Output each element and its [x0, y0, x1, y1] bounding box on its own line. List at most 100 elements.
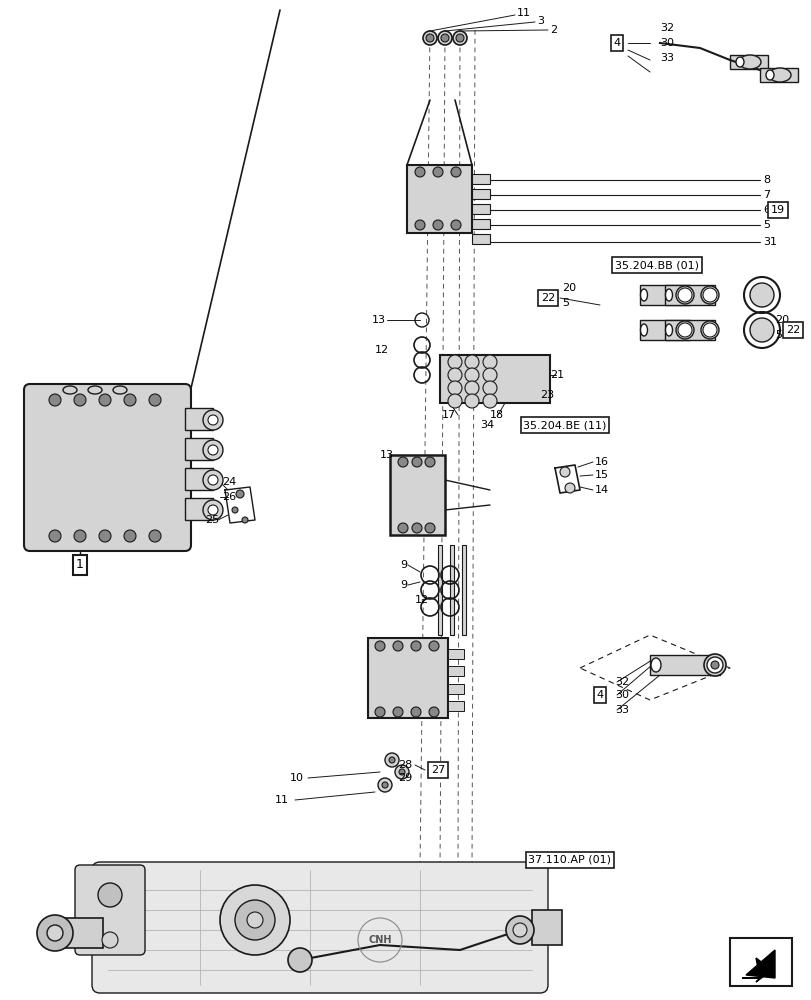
Text: 15: 15	[594, 470, 608, 480]
Text: 21: 21	[549, 370, 564, 380]
Circle shape	[49, 394, 61, 406]
Bar	[729, 938, 791, 986]
Ellipse shape	[640, 289, 646, 301]
Circle shape	[124, 394, 135, 406]
Circle shape	[203, 410, 223, 430]
FancyBboxPatch shape	[92, 862, 547, 993]
Bar	[759, 68, 797, 82]
Circle shape	[378, 778, 392, 792]
Ellipse shape	[88, 386, 102, 394]
Circle shape	[483, 394, 496, 408]
Circle shape	[397, 523, 407, 533]
Circle shape	[124, 530, 135, 542]
Circle shape	[428, 641, 439, 651]
Text: 32: 32	[614, 677, 629, 687]
Bar	[471, 234, 489, 244]
Circle shape	[49, 530, 61, 542]
Circle shape	[47, 925, 63, 941]
Circle shape	[465, 355, 478, 369]
Circle shape	[208, 475, 217, 485]
Text: 12: 12	[414, 595, 428, 605]
Circle shape	[74, 530, 86, 542]
Circle shape	[410, 641, 420, 651]
Text: 24: 24	[221, 477, 236, 487]
Circle shape	[398, 769, 405, 775]
Text: 30: 30	[614, 690, 629, 700]
Circle shape	[448, 394, 461, 408]
Polygon shape	[745, 950, 774, 978]
Circle shape	[513, 923, 526, 937]
Circle shape	[208, 505, 217, 515]
Circle shape	[432, 167, 443, 177]
Circle shape	[98, 883, 122, 907]
Circle shape	[448, 381, 461, 395]
Text: 35.204.BB (01): 35.204.BB (01)	[614, 260, 698, 270]
Circle shape	[414, 220, 424, 230]
Text: 22: 22	[785, 325, 799, 335]
Circle shape	[448, 355, 461, 369]
Circle shape	[677, 288, 691, 302]
Ellipse shape	[63, 386, 77, 394]
Circle shape	[393, 707, 402, 717]
Circle shape	[428, 707, 439, 717]
Ellipse shape	[640, 324, 646, 336]
Circle shape	[102, 932, 118, 948]
Circle shape	[384, 753, 398, 767]
FancyBboxPatch shape	[75, 865, 145, 955]
Circle shape	[242, 517, 247, 523]
Text: 35.204.BE (11): 35.204.BE (11)	[522, 420, 606, 430]
Bar	[531, 910, 561, 945]
Circle shape	[37, 915, 73, 951]
Circle shape	[234, 900, 275, 940]
Bar	[185, 468, 212, 490]
Bar	[367, 638, 448, 718]
Text: 3: 3	[536, 16, 543, 26]
Circle shape	[465, 394, 478, 408]
Ellipse shape	[650, 658, 660, 672]
Text: 13: 13	[380, 450, 393, 460]
Bar	[448, 666, 463, 676]
Bar	[471, 204, 489, 214]
Bar	[185, 408, 212, 430]
Bar	[639, 320, 689, 340]
Circle shape	[148, 394, 161, 406]
Circle shape	[560, 467, 569, 477]
Circle shape	[710, 661, 718, 669]
Text: 37.110.AP (01): 37.110.AP (01)	[528, 855, 611, 865]
Circle shape	[440, 34, 448, 42]
Text: 7: 7	[762, 190, 769, 200]
Circle shape	[203, 440, 223, 460]
Bar	[440, 355, 549, 403]
Circle shape	[749, 283, 773, 307]
Text: 9: 9	[400, 560, 406, 570]
Text: 16: 16	[594, 457, 608, 467]
Circle shape	[393, 641, 402, 651]
Ellipse shape	[113, 386, 127, 394]
Circle shape	[99, 530, 111, 542]
Circle shape	[247, 912, 263, 928]
Circle shape	[424, 457, 435, 467]
Bar	[471, 219, 489, 229]
Circle shape	[426, 34, 433, 42]
Text: 5: 5	[774, 330, 781, 340]
Bar	[471, 189, 489, 199]
Circle shape	[394, 765, 409, 779]
Text: 29: 29	[397, 773, 412, 783]
Circle shape	[465, 368, 478, 382]
Circle shape	[450, 220, 461, 230]
Bar	[664, 320, 714, 340]
FancyBboxPatch shape	[24, 384, 191, 551]
Circle shape	[148, 530, 161, 542]
Ellipse shape	[676, 321, 693, 339]
Bar	[185, 438, 212, 460]
Bar	[639, 285, 689, 305]
Text: 30: 30	[659, 38, 673, 48]
Text: 11: 11	[275, 795, 289, 805]
Text: 17: 17	[441, 410, 456, 420]
Circle shape	[232, 507, 238, 513]
Text: 23: 23	[539, 390, 553, 400]
Ellipse shape	[676, 286, 693, 304]
Circle shape	[453, 31, 466, 45]
Text: 13: 13	[371, 315, 385, 325]
Circle shape	[706, 657, 722, 673]
